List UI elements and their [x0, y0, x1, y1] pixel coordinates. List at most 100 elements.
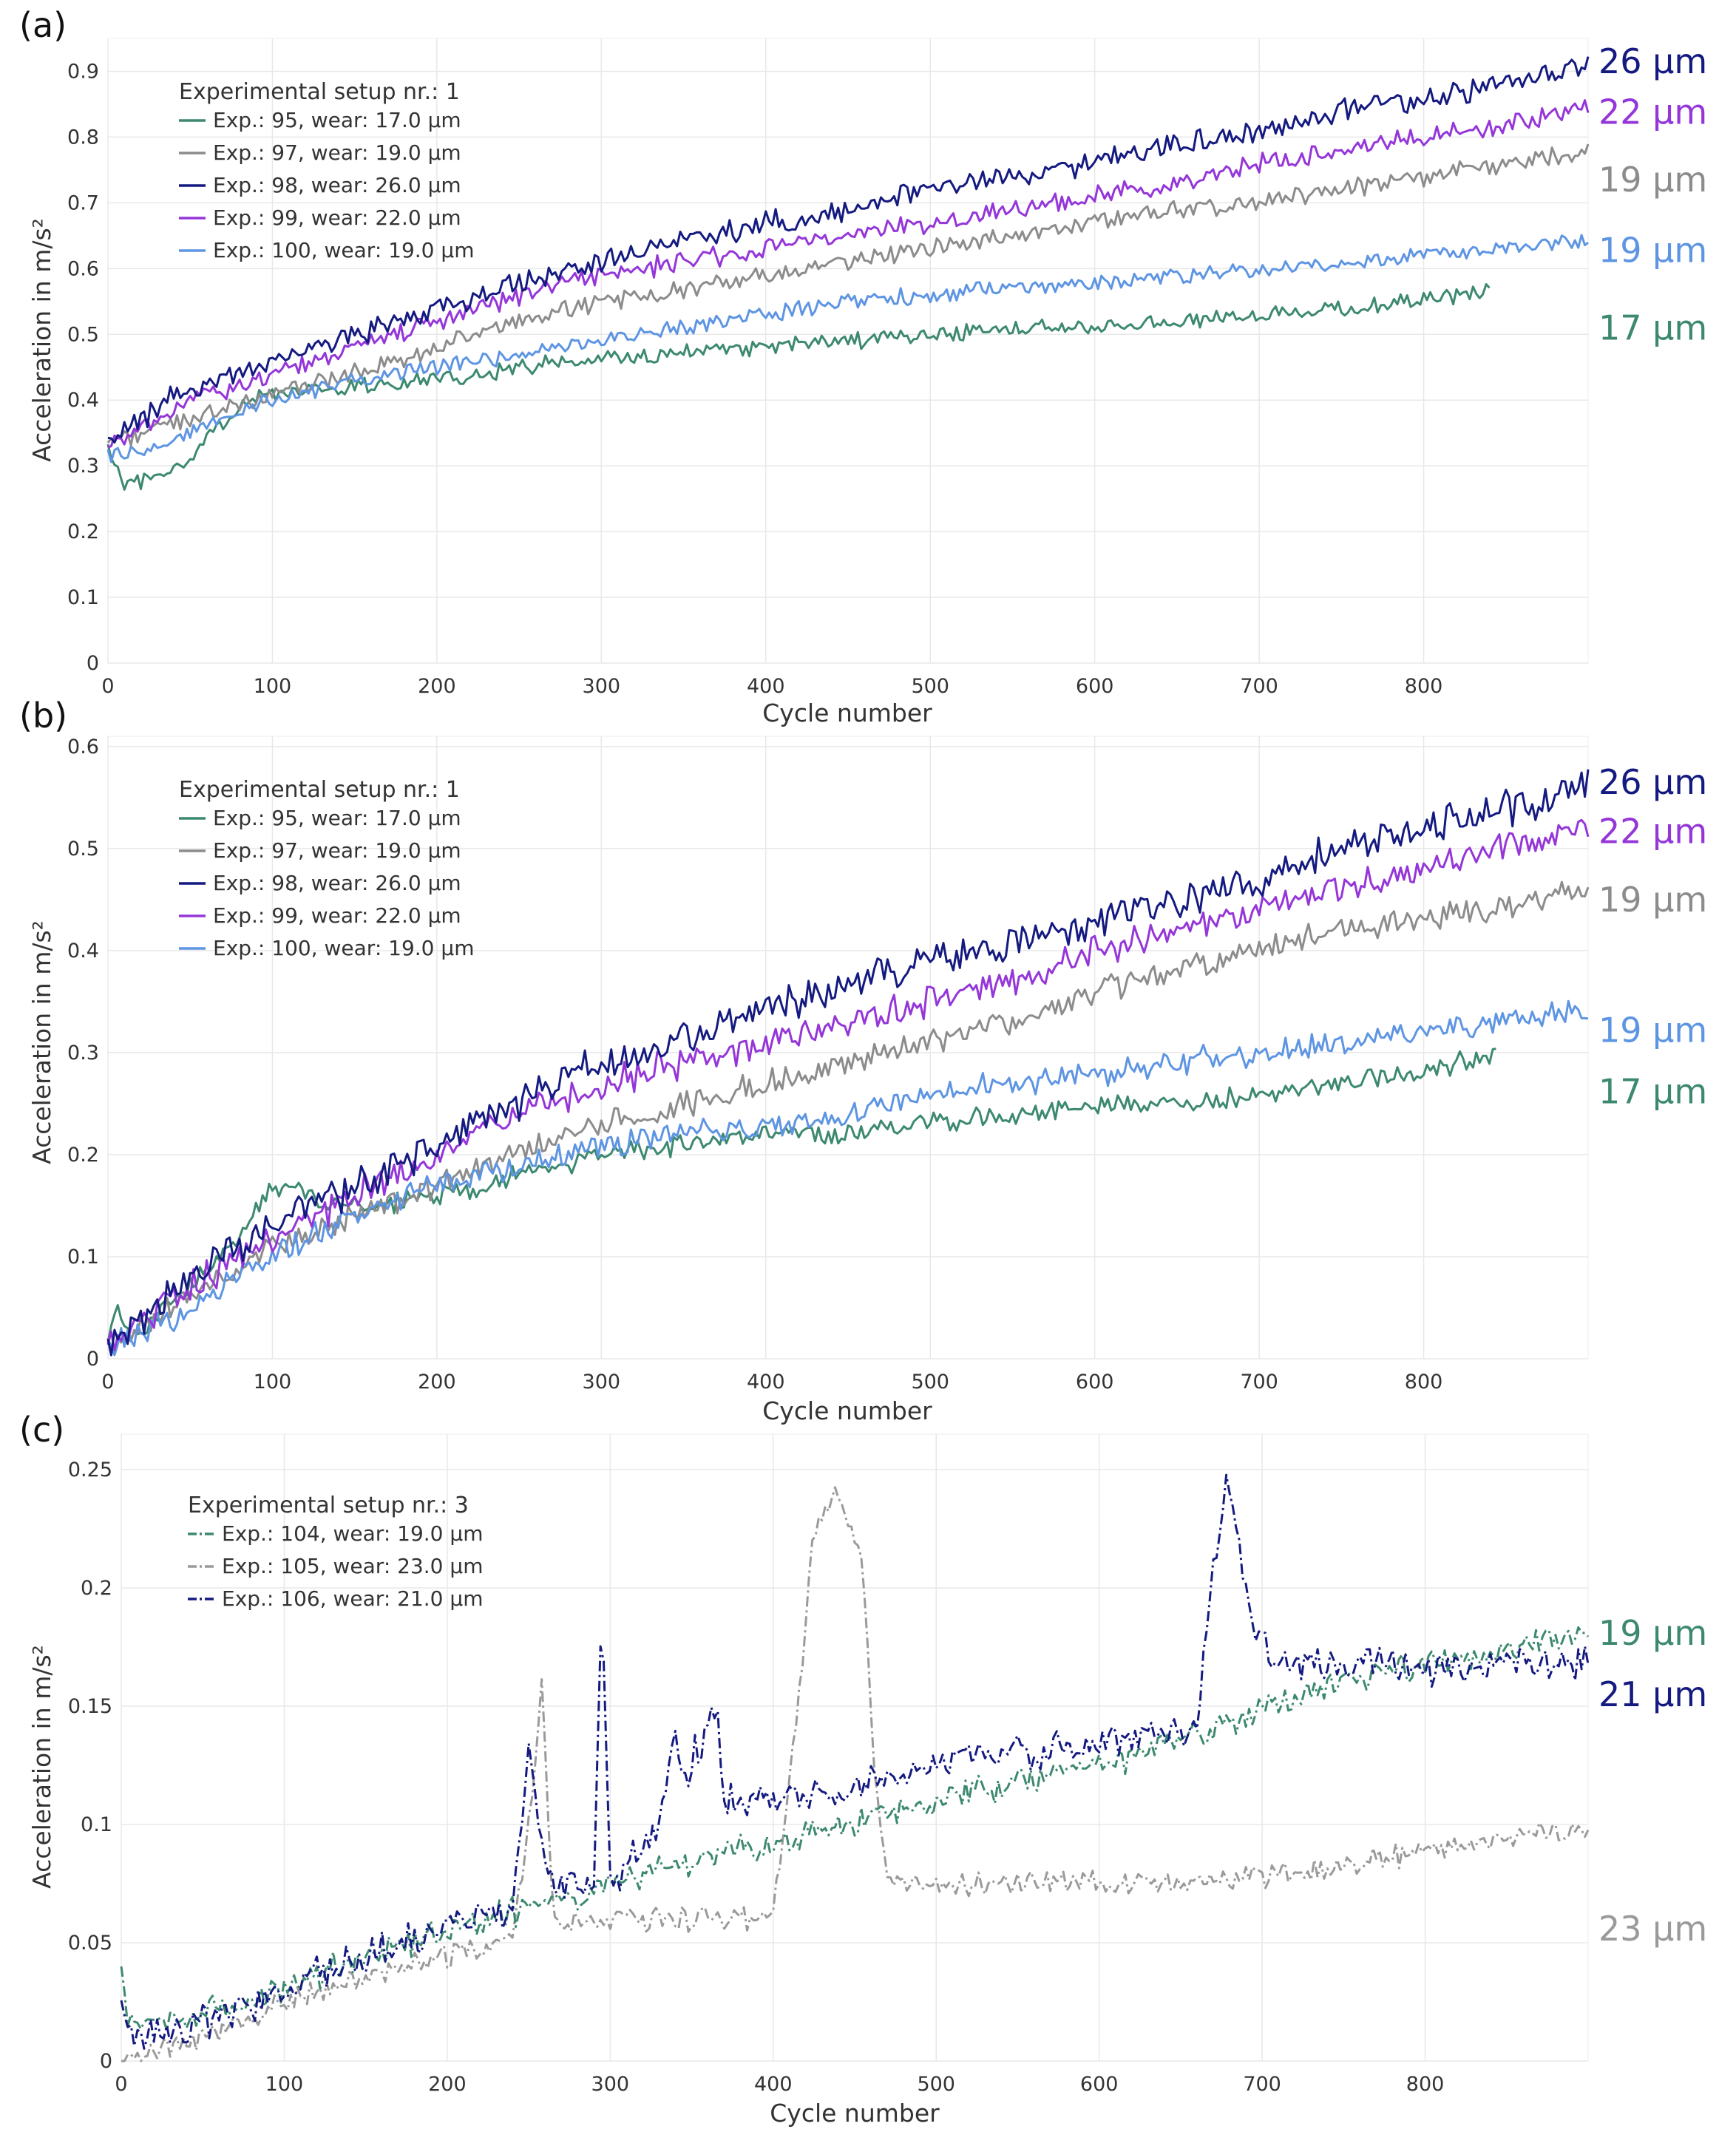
- end-label-exp-105: 23 µm: [1598, 1909, 1707, 1949]
- y-tick-label: 0: [87, 1348, 99, 1371]
- x-tick-label: 100: [265, 2073, 304, 2096]
- panel-label: (a): [19, 5, 67, 45]
- series-line-exp-98: [107, 56, 1590, 444]
- x-tick-label: 500: [911, 1371, 949, 1393]
- y-tick-label: 0.2: [67, 520, 99, 543]
- panel-b: (b) 0 0.1 0.2 0.3 0.4 0.5 0.6 0 100 200 300 400 500 6…: [19, 696, 1707, 1425]
- y-tick-label: 0.2: [67, 1144, 99, 1167]
- legend: Experimental setup nr.: 3 Exp.: 104, wea…: [188, 1493, 484, 1611]
- legend: Experimental setup nr.: 1 Exp.: 95, wear…: [179, 79, 475, 262]
- x-tick-label: 0: [101, 1371, 114, 1393]
- y-tick-label: 0.4: [67, 389, 99, 412]
- panel-label: (c): [19, 1410, 64, 1450]
- legend: Experimental setup nr.: 1 Exp.: 95, wear…: [179, 777, 475, 960]
- y-tick-label: 0.5: [67, 838, 99, 860]
- legend-item-exp-98: Exp.: 98, wear: 26.0 µm: [213, 173, 461, 197]
- x-tick-label: 100: [254, 1371, 292, 1393]
- panel-a: (a) 0 0.1 0.2 0.3 0.4 0.5 0.6 0.7 0.8 0.9 0 100 200 3…: [19, 5, 1707, 727]
- legend-title: Experimental setup nr.: 1: [179, 79, 460, 105]
- legend-title: Experimental setup nr.: 3: [188, 1493, 469, 1518]
- x-tick-label: 700: [1243, 2073, 1281, 2096]
- series-line-exp-105: [121, 1486, 1590, 2063]
- y-tick-label: 0.1: [81, 1813, 112, 1836]
- x-tick-label: 500: [911, 675, 949, 698]
- y-tick-label: 0.6: [67, 736, 99, 758]
- x-tick-label: 400: [747, 1371, 785, 1393]
- end-label-exp-106: 21 µm: [1598, 1674, 1707, 1714]
- y-tick-label: 0.4: [67, 940, 99, 963]
- legend-item-exp-105: Exp.: 105, wear: 23.0 µm: [222, 1554, 484, 1578]
- x-tick-label: 600: [1076, 1371, 1114, 1393]
- x-tick-label: 200: [418, 675, 456, 698]
- series-line-exp-98: [106, 769, 1590, 1357]
- y-tick-label: 0.15: [68, 1695, 112, 1718]
- x-tick-label: 700: [1240, 1371, 1278, 1393]
- end-label-exp-100: 19 µm: [1598, 230, 1707, 270]
- series-line-exp-95: [106, 283, 1491, 491]
- legend-item-exp-100: Exp.: 100, wear: 19.0 µm: [213, 936, 475, 960]
- x-tick-label: 200: [418, 1371, 456, 1393]
- panel-c: (c) 0 0.05 0.1 0.15 0.2 0.25 0 100 200 300 400 500 6…: [19, 1410, 1707, 2128]
- x-tick-label: 100: [254, 675, 292, 698]
- end-label-exp-95: 17 µm: [1598, 1071, 1707, 1111]
- legend-item-exp-100: Exp.: 100, wear: 19.0 µm: [213, 238, 475, 262]
- legend-item-exp-104: Exp.: 104, wear: 19.0 µm: [222, 1521, 484, 1546]
- series-line-exp-97: [106, 880, 1590, 1353]
- series-line-exp-99: [107, 99, 1590, 449]
- y-tick-label: 0.8: [67, 126, 99, 149]
- x-tick-label: 800: [1406, 2073, 1445, 2096]
- x-tick-label: 600: [1076, 675, 1114, 698]
- series-line-exp-100: [106, 234, 1589, 464]
- legend-title: Experimental setup nr.: 1: [179, 777, 460, 803]
- y-tick-label: 0: [87, 652, 99, 675]
- end-label-exp-97: 19 µm: [1598, 880, 1707, 920]
- series-line-exp-100: [106, 999, 1589, 1357]
- end-label-exp-95: 17 µm: [1598, 308, 1707, 347]
- y-tick-label: 0.3: [67, 455, 99, 478]
- y-axis-title: Acceleration in m/s²: [27, 920, 56, 1164]
- end-label-exp-98: 26 µm: [1598, 762, 1707, 802]
- legend-item-exp-95: Exp.: 95, wear: 17.0 µm: [213, 108, 461, 132]
- y-tick-label: 0: [100, 2050, 112, 2073]
- series-line-exp-104: [120, 1626, 1590, 2032]
- y-tick-label: 0.05: [68, 1932, 112, 1955]
- end-label-exp-99: 22 µm: [1598, 92, 1707, 132]
- x-tick-label: 800: [1405, 1371, 1443, 1393]
- x-tick-label: 600: [1080, 2073, 1119, 2096]
- series-line-exp-97: [106, 143, 1590, 447]
- legend-item-exp-97: Exp.: 97, wear: 19.0 µm: [213, 140, 461, 165]
- y-tick-label: 0.2: [81, 1577, 112, 1600]
- y-axis-title: Acceleration in m/s²: [27, 1645, 56, 1889]
- x-tick-label: 300: [591, 2073, 630, 2096]
- y-tick-label: 0.7: [67, 191, 99, 214]
- x-axis-title: Cycle number: [770, 2099, 940, 2128]
- y-tick-label: 0.6: [67, 257, 99, 280]
- plot-area: [107, 38, 1589, 664]
- legend-item-exp-95: Exp.: 95, wear: 17.0 µm: [213, 806, 461, 830]
- x-tick-label: 0: [101, 675, 114, 698]
- x-axis-title: Cycle number: [762, 699, 932, 727]
- legend-item-exp-99: Exp.: 99, wear: 22.0 µm: [213, 903, 461, 928]
- x-tick-label: 300: [583, 1371, 621, 1393]
- x-axis-title: Cycle number: [762, 1396, 932, 1425]
- legend-item-exp-98: Exp.: 98, wear: 26.0 µm: [213, 871, 461, 895]
- end-label-exp-97: 19 µm: [1598, 160, 1707, 200]
- y-tick-label: 0.25: [68, 1459, 112, 1481]
- y-tick-label: 0.5: [67, 323, 99, 346]
- x-tick-label: 0: [115, 2073, 127, 2096]
- end-label-exp-99: 22 µm: [1598, 811, 1707, 851]
- end-label-exp-98: 26 µm: [1598, 41, 1707, 81]
- y-axis-title: Acceleration in m/s²: [27, 218, 56, 462]
- y-tick-label: 0.9: [67, 60, 99, 83]
- legend-item-exp-99: Exp.: 99, wear: 22.0 µm: [213, 206, 461, 230]
- x-tick-label: 700: [1240, 675, 1278, 698]
- end-label-exp-100: 19 µm: [1598, 1011, 1707, 1050]
- x-tick-label: 400: [754, 2073, 793, 2096]
- legend-item-exp-97: Exp.: 97, wear: 19.0 µm: [213, 838, 461, 863]
- series-line-exp-99: [106, 818, 1590, 1351]
- x-tick-label: 300: [583, 675, 621, 698]
- plot-area: [107, 736, 1589, 1359]
- x-tick-label: 400: [747, 675, 785, 698]
- x-tick-label: 800: [1405, 675, 1443, 698]
